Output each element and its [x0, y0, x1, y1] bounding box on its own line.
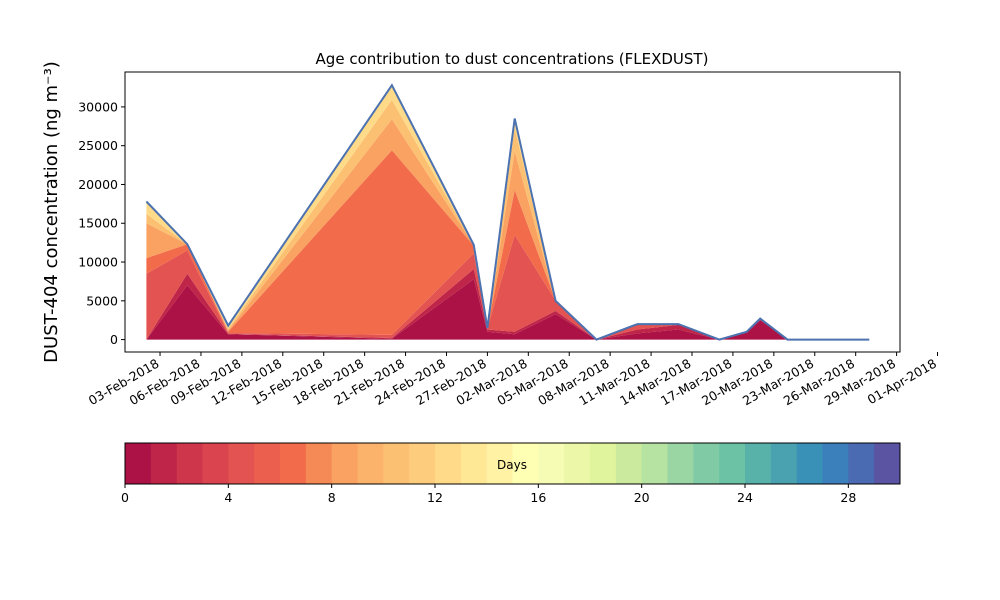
colorbar-label: Days [497, 458, 527, 472]
colorbar-segment [615, 443, 643, 484]
colorbar-segment [512, 443, 539, 484]
colorbar-segment [538, 443, 565, 484]
colorbar-segment [357, 443, 384, 484]
colorbar-segment [667, 443, 694, 484]
colorbar-tick-label: 20 [634, 490, 650, 505]
area-series-1 [146, 279, 870, 340]
y-tick-label: 30000 [78, 99, 118, 114]
colorbar-segment [693, 443, 720, 484]
colorbar-segment [435, 443, 462, 484]
colorbar-segment [486, 443, 513, 484]
colorbar-segment [228, 443, 255, 484]
colorbar-segment [874, 443, 901, 484]
colorbar-segment [796, 443, 823, 484]
colorbar-segment [409, 443, 436, 484]
total-line [145, 83, 870, 341]
colorbar-segment [202, 443, 229, 484]
colorbar-segment [848, 443, 875, 484]
colorbar-segment [641, 443, 668, 484]
colorbar-tick-label: 16 [530, 490, 546, 505]
colorbar-segment [822, 443, 849, 484]
colorbar-segment [331, 443, 358, 484]
colorbar-segment [280, 443, 307, 484]
colorbar-segment [460, 443, 488, 484]
colorbar-frame [124, 442, 901, 485]
y-tick-label: 0 [110, 332, 118, 347]
y-tick-label: 25000 [78, 138, 118, 153]
colorbar-segment [770, 443, 798, 484]
colorbar-tick-label: 4 [224, 490, 232, 505]
area-series-3 [146, 234, 870, 340]
y-tick-label: 15000 [78, 216, 118, 231]
colorbar-tick-label: 12 [427, 490, 443, 505]
colorbar-tick-label: 0 [121, 490, 129, 505]
colorbar-segment [125, 443, 152, 484]
colorbar-tick-label: 8 [328, 490, 336, 505]
y-tick-label: 20000 [78, 177, 118, 192]
colorbar-segment [176, 443, 203, 484]
colorbar-segment [719, 443, 746, 484]
plot-frame [124, 71, 901, 353]
colorbar: 0 4 8 12 16 20 24 28 [121, 442, 901, 505]
plot-area [145, 83, 870, 341]
colorbar-segment [383, 443, 410, 484]
y-tick-label: 10000 [78, 255, 118, 270]
colorbar-segment [564, 443, 591, 484]
colorbar-segment [590, 443, 617, 484]
y-axis-label: DUST-404 concentration (ng m⁻³) [41, 61, 62, 363]
colorbar-tick-label: 28 [840, 490, 856, 505]
colorbar-segment [254, 443, 281, 484]
area-series-4 [146, 150, 870, 340]
colorbar-segment [305, 443, 333, 484]
y-tick-label: 5000 [86, 293, 118, 308]
chart-title: Age contribution to dust concentrations … [316, 50, 709, 68]
colorbar-tick-label: 24 [737, 490, 753, 505]
colorbar-segment [745, 443, 772, 484]
colorbar-segment [150, 443, 178, 484]
